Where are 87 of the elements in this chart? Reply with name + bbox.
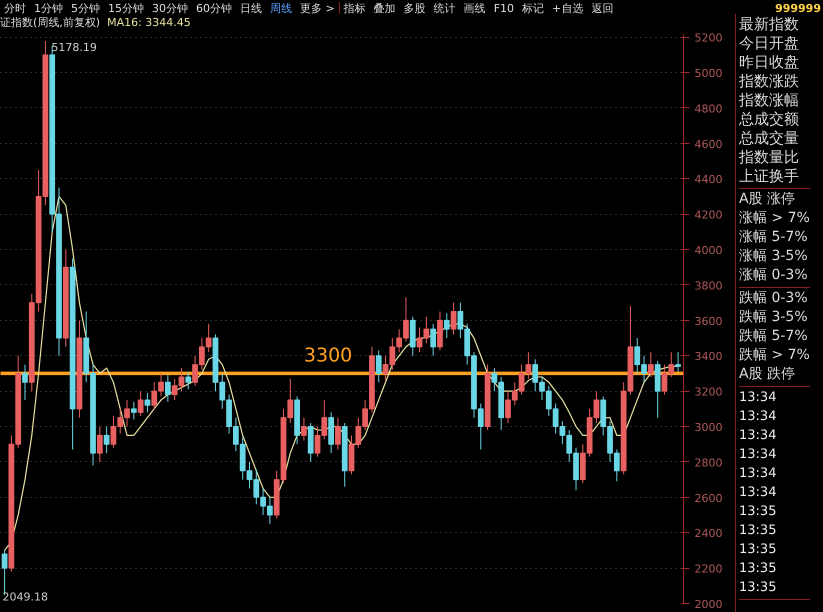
text: 返回 <box>590 2 614 16</box>
text: 30分钟 <box>151 2 189 16</box>
candlestick <box>164 374 171 402</box>
text: 13:35 <box>739 560 778 578</box>
y-tick-label: 2400 <box>694 527 722 540</box>
text: 1分钟 <box>33 2 64 16</box>
candlestick <box>648 352 654 378</box>
ref-line-label: 3300 <box>304 344 352 366</box>
y-tick-label: 5200 <box>694 32 722 45</box>
text: F10 <box>492 2 516 16</box>
text: 涨幅 5-7% <box>739 228 809 247</box>
text: 日线 <box>239 2 263 16</box>
text: 跌幅 0-3% <box>739 289 809 308</box>
text: 13:35 <box>739 503 778 521</box>
candlestick <box>138 390 144 416</box>
text: 画线 <box>462 2 487 16</box>
y-tick-label: 3600 <box>694 314 722 328</box>
candlestick <box>144 392 150 413</box>
candlestick <box>185 371 192 390</box>
text: 指数涨跌 <box>739 72 800 91</box>
text: 跌幅 > 7% <box>739 346 810 365</box>
y-tick-label: 2600 <box>694 492 722 505</box>
text: 总成交量 <box>739 129 800 148</box>
chart-subtitle: MA16: 3344.45 <box>107 16 191 29</box>
candlestick <box>444 312 450 339</box>
text: 60分钟 <box>195 2 233 16</box>
chart-title: 证指数(周线,前复权) <box>0 16 100 29</box>
text: 跌幅 5-7% <box>739 327 809 346</box>
text: A股 跌停 <box>739 365 796 384</box>
text: 指数量比 <box>739 148 800 167</box>
candlestick <box>22 364 28 400</box>
text: 指标 <box>338 2 370 16</box>
text: 跌幅 3-5% <box>739 308 809 327</box>
annotation: 5178.19 <box>51 41 97 54</box>
y-tick-label: 4800 <box>694 102 722 116</box>
y-tick-label: 5000 <box>694 67 722 80</box>
text: 13:35 <box>739 541 778 559</box>
text: 13:34 <box>739 408 778 426</box>
candlestick <box>96 426 103 462</box>
y-tick-label: 4200 <box>694 208 722 222</box>
text: A股 涨停 <box>739 190 796 209</box>
text: 更多 > <box>299 2 336 16</box>
text: 13:34 <box>739 427 778 445</box>
text: 标记 <box>521 2 546 16</box>
text: 13:35 <box>739 579 778 597</box>
candlestick <box>130 401 137 420</box>
y-tick-label: 4000 <box>694 244 722 258</box>
text: 叠加 <box>372 2 397 16</box>
candlestick <box>376 350 382 383</box>
y-tick-label: 3000 <box>694 421 722 434</box>
text: 15分钟 <box>107 2 145 16</box>
text: 分时 <box>3 2 27 16</box>
y-tick-label: 4600 <box>694 138 722 151</box>
text: 5分钟 <box>70 2 101 16</box>
text: 统计 <box>432 2 457 16</box>
annotation: 2049.18 <box>2 590 48 604</box>
candlestick <box>675 352 681 372</box>
text: 上证换手 <box>739 167 800 186</box>
text: 涨幅 > 7% <box>739 209 810 228</box>
text: 13:34 <box>739 446 778 464</box>
text: 涨幅 3-5% <box>739 247 809 266</box>
candlestick <box>104 426 110 454</box>
text: 13:34 <box>739 484 778 502</box>
text: 13:34 <box>739 389 778 407</box>
candlestick <box>450 302 456 335</box>
text: 周线 <box>269 2 293 16</box>
y-tick-label: 2000 <box>694 598 722 611</box>
text: 涨幅 0-3% <box>739 266 809 285</box>
text: 昨日收盘 <box>739 53 800 72</box>
text: 今日开盘 <box>739 34 800 53</box>
text: 最新指数 <box>739 15 800 34</box>
y-tick-label: 3200 <box>694 386 722 399</box>
y-tick-label: 2200 <box>694 562 722 576</box>
y-tick-label: 3400 <box>694 350 722 364</box>
text: 总成交额 <box>739 110 800 129</box>
text: 13:35 <box>739 522 778 540</box>
text: 13:34 <box>739 465 778 483</box>
candlestick <box>301 417 307 442</box>
text: 999999 <box>775 2 822 16</box>
text: 多股 <box>402 2 427 16</box>
y-tick-label: 2800 <box>694 456 722 470</box>
text: +自选 <box>551 2 584 16</box>
text: 指数涨幅 <box>739 91 800 110</box>
candlestick <box>335 417 341 450</box>
y-tick-label: 4400 <box>694 173 722 186</box>
candlestick <box>430 323 436 356</box>
y-tick-label: 3800 <box>694 279 722 292</box>
